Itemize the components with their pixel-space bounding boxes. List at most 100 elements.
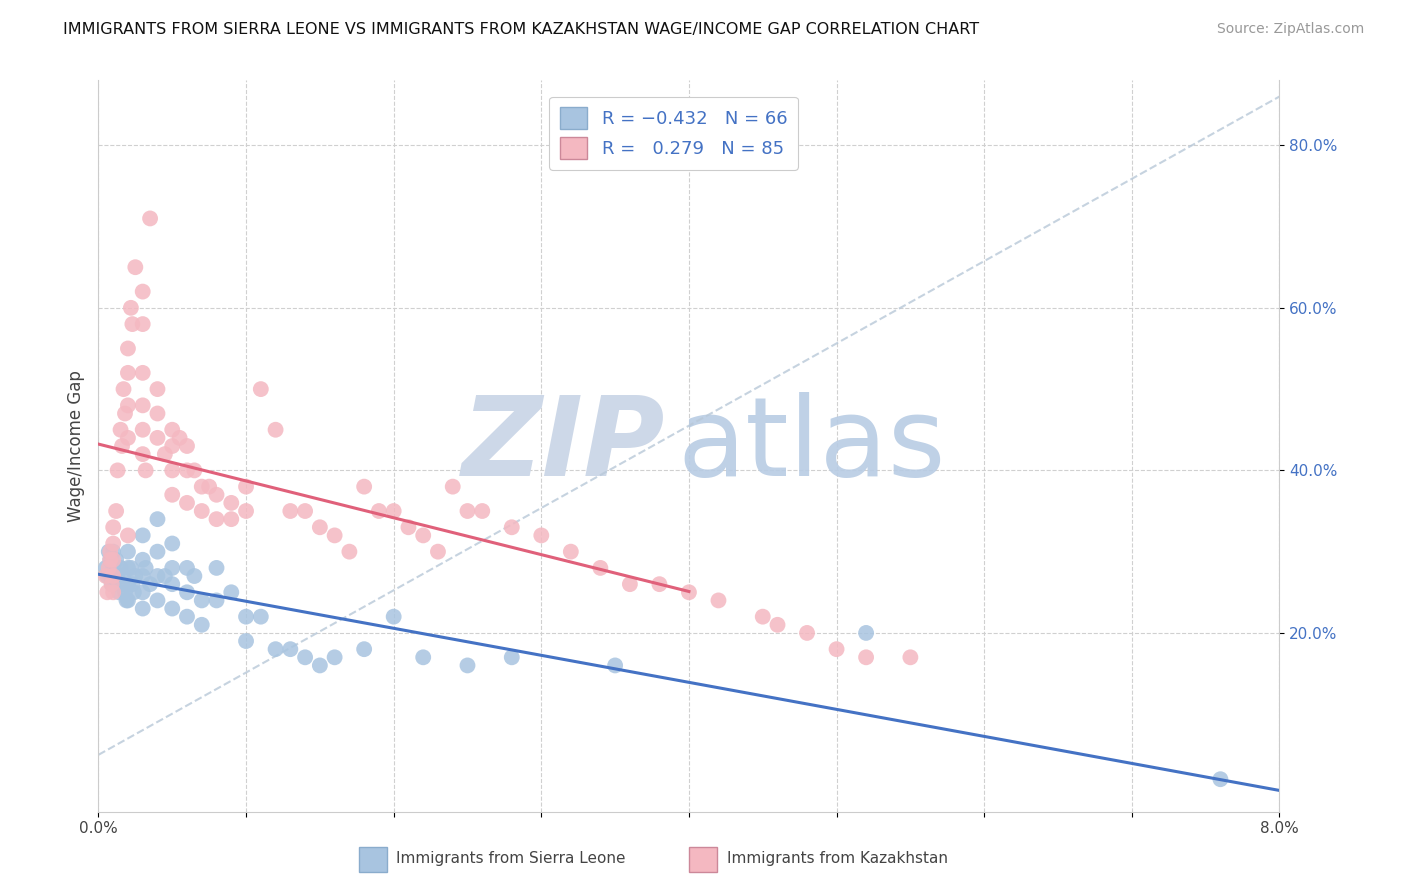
Point [323,528,346,542]
Point [107,463,129,477]
Point [353,480,375,494]
Point [103,520,125,534]
Legend: R = −0.432   N = 66, R =   0.279   N = 85: R = −0.432 N = 66, R = 0.279 N = 85 [550,96,799,169]
Point [855,626,877,640]
Point [176,609,198,624]
Point [107,569,129,583]
Text: Immigrants from Kazakhstan: Immigrants from Kazakhstan [727,851,948,865]
Point [707,593,730,607]
Point [855,650,877,665]
Point [96,585,118,599]
Point [221,496,243,510]
Point [132,398,155,412]
Text: Source: ZipAtlas.com: Source: ZipAtlas.com [1216,22,1364,37]
Point [110,423,132,437]
Point [191,617,214,632]
Point [132,528,155,542]
Point [678,585,700,599]
Point [205,488,228,502]
Point [121,577,143,591]
Point [103,544,125,558]
Point [103,536,125,550]
Point [412,528,434,542]
Point [121,317,143,331]
Point [114,585,136,599]
Point [825,642,848,657]
Point [176,561,198,575]
Point [135,463,157,477]
Point [115,593,138,607]
Point [105,553,128,567]
Point [146,382,169,396]
Point [146,544,169,558]
Point [205,593,228,607]
Point [132,317,155,331]
Point [94,561,117,575]
Point [153,569,176,583]
Point [752,609,775,624]
Point [114,407,136,421]
Point [900,650,922,665]
Point [382,609,405,624]
Point [412,650,434,665]
Point [205,512,228,526]
Point [191,480,214,494]
Point [162,536,183,550]
Point [135,561,157,575]
Point [766,617,789,632]
Point [250,609,273,624]
Point [120,301,142,315]
Point [353,642,375,657]
Point [589,561,612,575]
Point [132,423,155,437]
Point [382,504,405,518]
Point [280,642,302,657]
Point [96,569,118,583]
Point [98,569,121,583]
Point [117,398,139,412]
Text: Immigrants from Sierra Leone: Immigrants from Sierra Leone [396,851,626,865]
Point [132,447,155,461]
Point [221,512,243,526]
Point [309,658,332,673]
Point [117,342,139,356]
Point [97,544,120,558]
Point [117,544,139,558]
Point [205,561,228,575]
Point [250,382,273,396]
Point [94,569,117,583]
Point [457,504,479,518]
Point [103,553,125,567]
Point [132,585,155,599]
Point [124,569,146,583]
Point [162,488,183,502]
Point [103,585,125,599]
Point [471,504,494,518]
Point [122,585,145,599]
Point [120,561,142,575]
Point [132,553,155,567]
Point [139,211,162,226]
Point [427,544,450,558]
Point [111,439,134,453]
Point [176,439,198,453]
Point [103,569,125,583]
Point [648,577,671,591]
Point [339,544,361,558]
Point [235,504,257,518]
Point [176,585,198,599]
Point [162,439,183,453]
Point [191,504,214,518]
Point [103,561,125,575]
Point [146,593,169,607]
Point [235,480,257,494]
Point [294,650,316,665]
Point [108,585,131,599]
Point [264,642,287,657]
Point [117,593,139,607]
Point [132,569,155,583]
Point [162,463,183,477]
Point [132,366,155,380]
Point [98,553,121,567]
Point [309,520,332,534]
